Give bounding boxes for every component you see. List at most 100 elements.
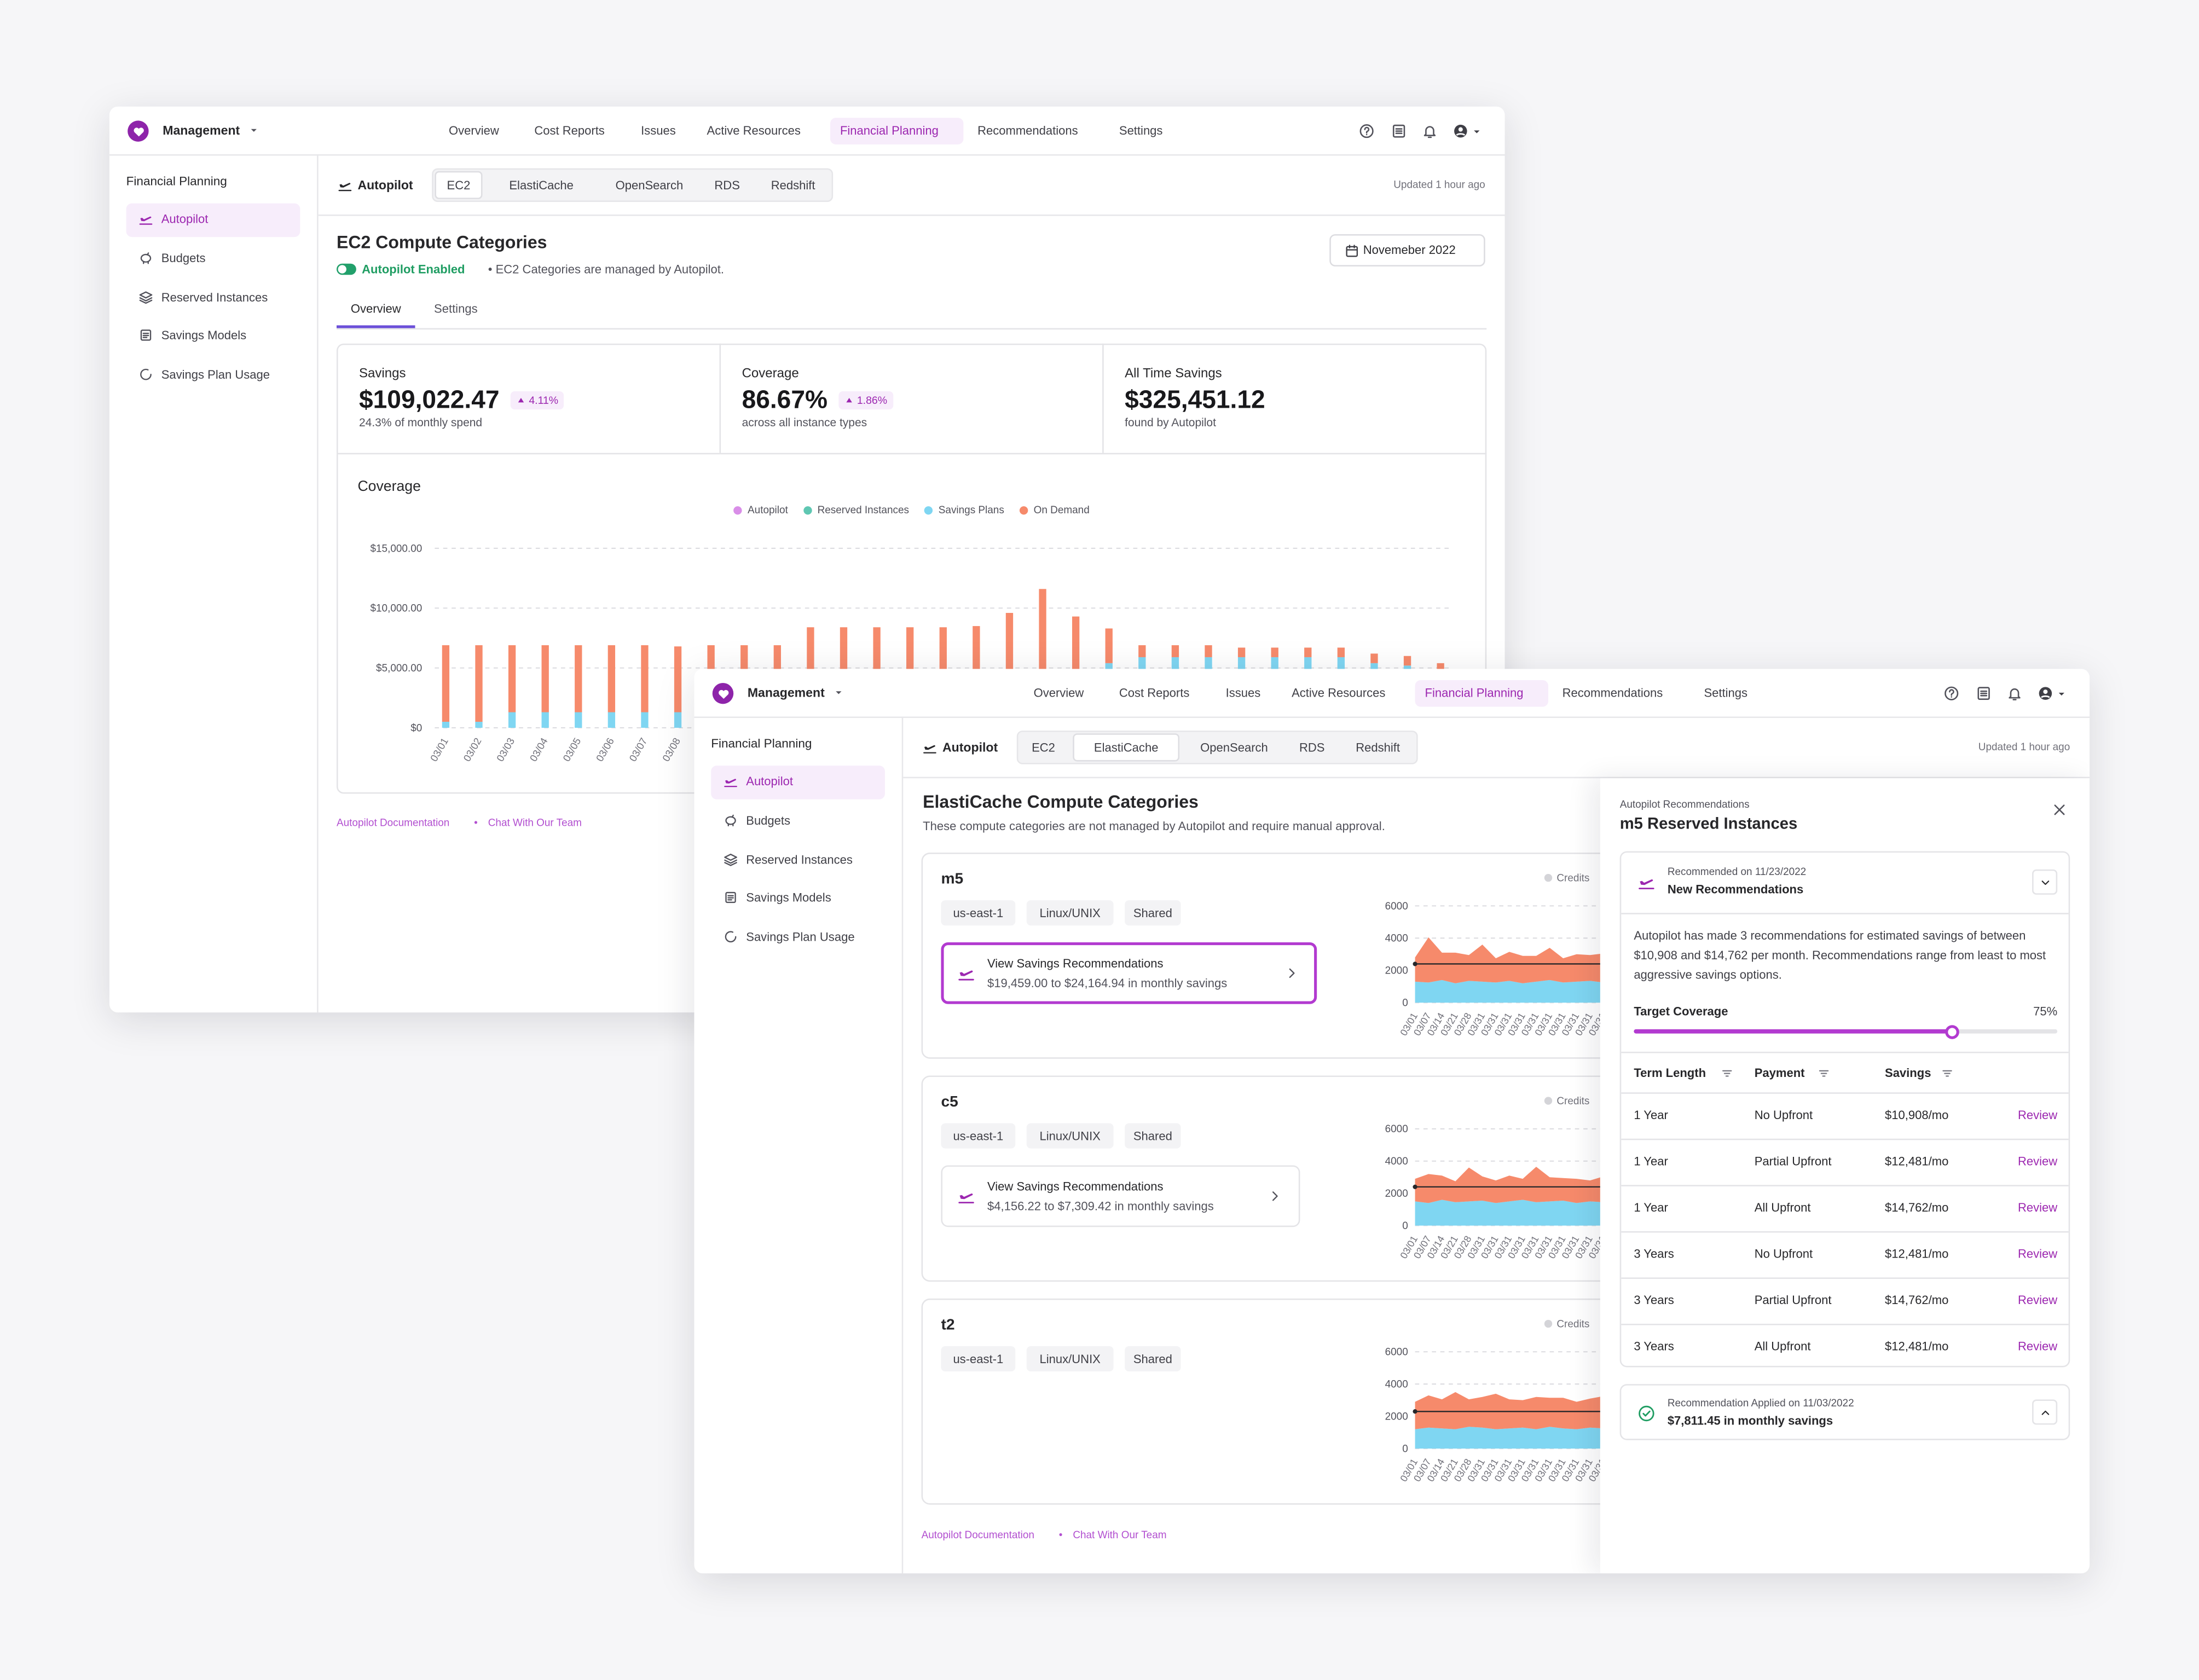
- nav-item[interactable]: Issues: [641, 124, 676, 138]
- review-link[interactable]: Review: [2017, 1200, 2058, 1215]
- footer-link[interactable]: Autopilot Documentation: [337, 815, 450, 829]
- service-tab[interactable]: EC2: [1032, 740, 1055, 755]
- service-tab[interactable]: EC2: [447, 178, 471, 192]
- tag: Shared: [1133, 1352, 1172, 1366]
- service-tab[interactable]: OpenSearch: [615, 178, 684, 192]
- sidebar-item[interactable]: Reserved Instances: [746, 852, 853, 867]
- x-tick-label: 03/03: [494, 736, 517, 763]
- service-tab[interactable]: ElastiCache: [1093, 740, 1159, 755]
- bar-segment: [575, 645, 582, 712]
- bar-segment: [1403, 656, 1411, 666]
- x-tick-label: 03/04: [528, 736, 550, 763]
- sidebar-item[interactable]: Autopilot: [746, 774, 793, 789]
- expand-button[interactable]: [2032, 1399, 2058, 1425]
- tag-chip: [941, 1123, 1016, 1149]
- sidebar-item[interactable]: Autopilot: [161, 211, 209, 226]
- sidebar-item[interactable]: Savings Models: [161, 328, 247, 343]
- service-tab[interactable]: ElastiCache: [509, 178, 574, 192]
- nav-item[interactable]: Cost Reports: [534, 124, 605, 138]
- review-link[interactable]: Review: [2017, 1246, 2058, 1261]
- nav-item[interactable]: Recommendations: [977, 124, 1078, 138]
- autopilot-label: Autopilot: [357, 177, 413, 192]
- legend-label: Credits: [1556, 1318, 1589, 1330]
- service-tab[interactable]: Redshift: [771, 178, 815, 192]
- sidebar-item[interactable]: Reserved Instances: [161, 290, 268, 304]
- column-header: Savings: [1885, 1065, 1931, 1080]
- top-bar: [109, 107, 1505, 156]
- page-tab[interactable]: Settings: [434, 301, 478, 316]
- stats-divider: [1102, 343, 1104, 453]
- legend-item: Savings Plans: [924, 503, 1004, 516]
- table-cell: $14,762/mo: [1885, 1200, 1949, 1215]
- sidebar-item[interactable]: Budgets: [161, 251, 206, 265]
- area: [1415, 1167, 1617, 1203]
- footer-link[interactable]: Chat With Our Team: [488, 815, 582, 829]
- nav-item[interactable]: Financial Planning: [1425, 686, 1524, 700]
- recommendation-button[interactable]: [941, 1165, 1300, 1227]
- nav-item[interactable]: Cost Reports: [1119, 686, 1190, 700]
- recommendation-title[interactable]: View Savings Recommendations: [987, 1179, 1164, 1194]
- icon-part: [1721, 1069, 1732, 1076]
- legend-label: Autopilot: [748, 503, 788, 516]
- nav-item[interactable]: Recommendations: [1562, 686, 1663, 700]
- nav-item[interactable]: Settings: [1704, 686, 1748, 700]
- icon-plane: [139, 216, 153, 225]
- y-tick-label: 2000: [1385, 1411, 1408, 1423]
- nav-item[interactable]: Overview: [1033, 686, 1084, 700]
- tab-row-border: [903, 777, 2090, 779]
- panel-eyebrow: Autopilot Recommendations: [1619, 797, 1750, 810]
- bar-segment: [442, 645, 450, 722]
- brand[interactable]: Management: [163, 123, 240, 138]
- legend-dot: [1544, 1097, 1553, 1105]
- icon-help: [1359, 124, 1373, 138]
- legend-label: Savings Plans: [938, 503, 1004, 516]
- recommendation-button[interactable]: [941, 942, 1317, 1004]
- slider-thumb[interactable]: [1944, 1024, 1959, 1039]
- icon-filter: [1942, 1069, 1952, 1076]
- icon-part: [846, 398, 852, 403]
- sidebar-item[interactable]: Budgets: [746, 813, 791, 827]
- icon-part: [251, 129, 257, 132]
- date-button-label[interactable]: Novemeber 2022: [1363, 243, 1456, 258]
- icon-part: [1346, 245, 1358, 257]
- service-tab[interactable]: RDS: [1299, 740, 1325, 755]
- table-cell: 1 Year: [1634, 1200, 1668, 1215]
- service-tab[interactable]: Redshift: [1356, 740, 1401, 755]
- icon-part: [339, 183, 351, 188]
- nav-item[interactable]: Financial Planning: [840, 124, 939, 138]
- recommendation-title[interactable]: View Savings Recommendations: [987, 956, 1164, 971]
- brand[interactable]: Management: [747, 686, 825, 700]
- date-button[interactable]: [1329, 234, 1485, 267]
- sidebar-item[interactable]: Savings Plan Usage: [161, 367, 270, 381]
- collapse-button[interactable]: [2032, 869, 2058, 895]
- service-tab[interactable]: RDS: [714, 178, 740, 192]
- icon-part: [1639, 1405, 1654, 1422]
- service-tab[interactable]: OpenSearch: [1200, 740, 1268, 755]
- nav-item[interactable]: Overview: [449, 124, 499, 138]
- nav-item[interactable]: Active Resources: [1292, 686, 1386, 700]
- table-cell: $12,481/mo: [1885, 1154, 1949, 1168]
- footer-separator: •: [474, 815, 478, 829]
- sidebar-item[interactable]: Savings Models: [746, 890, 831, 905]
- icon-part: [2040, 695, 2050, 698]
- footer-link[interactable]: Chat With Our Team: [1073, 1528, 1167, 1541]
- stats-divider: [337, 453, 1487, 455]
- y-tick-label: $0: [410, 722, 422, 734]
- applied-card: Recommendation Applied on 11/03/2022 $7,8…: [1619, 1384, 2070, 1440]
- side-panel: Autopilot Recommendations m5 Reserved Ins…: [1600, 778, 2090, 1574]
- page-tab[interactable]: Overview: [350, 301, 401, 316]
- nav-item[interactable]: Issues: [1225, 686, 1261, 700]
- review-link[interactable]: Review: [2017, 1339, 2058, 1353]
- sidebar-item[interactable]: Savings Plan Usage: [746, 929, 855, 944]
- nav-item[interactable]: Settings: [1119, 124, 1163, 138]
- bar-segment: [1171, 645, 1179, 657]
- review-link[interactable]: Review: [2017, 1154, 2058, 1168]
- icon-part: [727, 895, 734, 901]
- sidebar-title: Financial Planning: [711, 735, 812, 750]
- review-link[interactable]: Review: [2017, 1293, 2058, 1307]
- footer-link[interactable]: Autopilot Documentation: [921, 1528, 1034, 1541]
- nav-item[interactable]: Active Resources: [707, 124, 801, 138]
- review-link[interactable]: Review: [2017, 1108, 2058, 1122]
- row-border: [1621, 1185, 2069, 1186]
